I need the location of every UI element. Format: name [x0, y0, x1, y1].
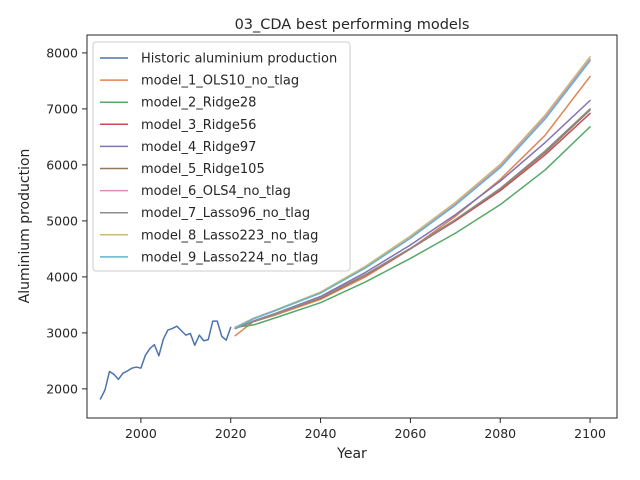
legend-entry-9: model_9_Lasso224_no_tlag — [141, 250, 318, 265]
x-tick-label: 2060 — [394, 426, 426, 441]
y-tick-label: 4000 — [46, 269, 78, 284]
legend-entry-8: model_8_Lasso223_no_tlag — [141, 228, 318, 243]
series-line-0 — [99, 320, 232, 400]
x-tick-label: 2100 — [574, 426, 606, 441]
y-axis-label: Aluminium production — [17, 149, 33, 304]
series-line-9 — [234, 60, 591, 329]
legend-entry-1: model_1_OLS10_no_tlag — [141, 74, 299, 89]
legend-entry-3: model_3_Ridge56 — [141, 118, 256, 133]
legend-box — [92, 41, 351, 272]
x-axis-ticks: 2000 2020 2040 2060 2080 2100 — [125, 418, 606, 441]
legend-entry-4: model_4_Ridge97 — [141, 140, 256, 155]
x-tick-label: 2040 — [305, 426, 337, 441]
plot-frame — [86, 34, 618, 419]
y-tick-label: 6000 — [46, 157, 78, 172]
y-tick-label: 7000 — [46, 101, 78, 116]
y-tick-label: 8000 — [46, 45, 78, 60]
y-axis-ticks: 2000 3000 4000 5000 6000 7000 8000 — [46, 45, 87, 396]
legend-entry-7: model_7_Lasso96_no_tlag — [141, 206, 310, 221]
plot-lines — [99, 56, 591, 400]
x-tick-label: 2020 — [215, 426, 247, 441]
series-line-7 — [234, 108, 591, 330]
y-tick-label: 5000 — [46, 213, 78, 228]
y-tick-label: 3000 — [46, 325, 78, 340]
x-tick-label: 2000 — [125, 426, 157, 441]
legend-entry-6: model_6_OLS4_no_tlag — [141, 184, 291, 199]
legend-entry-2: model_2_Ridge28 — [141, 96, 256, 111]
x-tick-label: 2080 — [484, 426, 516, 441]
y-tick-label: 2000 — [46, 381, 78, 396]
chart-title: 03_CDA best performing models — [235, 17, 470, 33]
legend: Historic aluminium production model_1_OLS… — [92, 41, 351, 272]
legend-entry-0: Historic aluminium production — [141, 52, 337, 67]
legend-entry-5: model_5_Ridge105 — [141, 162, 265, 177]
series-line-2 — [234, 126, 591, 329]
x-axis-label: Year — [336, 446, 367, 462]
